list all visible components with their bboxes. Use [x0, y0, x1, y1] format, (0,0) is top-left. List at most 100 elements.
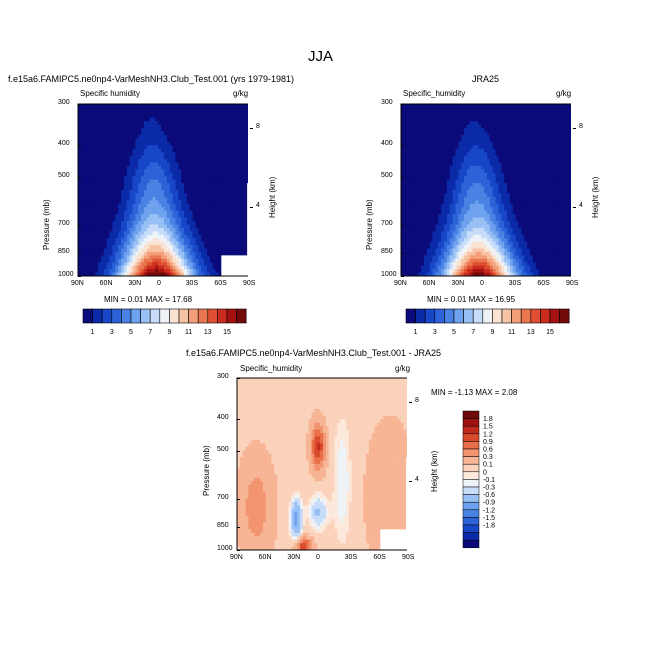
field-cell [155, 234, 159, 239]
field-cell [241, 172, 245, 177]
field-cell [489, 238, 494, 242]
field-cell [126, 262, 130, 267]
field-cell [446, 258, 451, 263]
field-cell [207, 183, 211, 187]
field-cell [195, 214, 199, 218]
field-cell [501, 169, 505, 174]
field-cell [472, 179, 476, 184]
field-cell [446, 138, 451, 143]
field-cell [83, 193, 87, 198]
field-cell [132, 121, 136, 126]
field-cell [504, 269, 508, 273]
field-cell [112, 179, 116, 184]
field-cell [498, 155, 502, 160]
field-cell [458, 245, 462, 249]
field-cell [152, 104, 156, 108]
field-cell [152, 193, 156, 198]
field-cell [181, 134, 185, 139]
field-cell [492, 134, 496, 139]
field-cell [504, 255, 508, 260]
field-cell [135, 231, 139, 236]
field-cell [83, 183, 87, 187]
field-cell [495, 241, 499, 246]
field-cell [461, 155, 465, 160]
field-cell [141, 155, 145, 160]
field-cell [195, 183, 199, 187]
field-cell [189, 258, 194, 263]
field-cell [100, 169, 105, 174]
field-cell [475, 214, 479, 218]
field-cell [126, 169, 130, 174]
field-cell [507, 176, 511, 181]
field-cell [207, 104, 211, 108]
field-cell [212, 241, 216, 246]
field-cell [143, 203, 148, 208]
field-cell [475, 231, 479, 236]
field-cell [143, 227, 148, 232]
field-cell [455, 220, 459, 225]
field-cell [241, 269, 245, 273]
field-cell [498, 193, 502, 198]
field-cell [189, 162, 194, 167]
field-cell [106, 272, 110, 276]
field-cell [492, 155, 496, 160]
field-cell [472, 193, 476, 198]
field-cell [126, 148, 130, 153]
field-cell [103, 186, 108, 191]
field-cell [181, 207, 185, 212]
field-cell [409, 179, 413, 184]
field-cell [215, 200, 219, 205]
field-cell [423, 231, 428, 236]
field-cell [441, 272, 445, 276]
field-cell [472, 155, 476, 160]
field-cell [141, 169, 145, 174]
field-cell [172, 141, 176, 146]
field-cell [475, 155, 479, 160]
field-cell [418, 172, 422, 177]
field-cell [181, 220, 185, 225]
field-cell [103, 245, 108, 249]
field-cell [247, 183, 248, 187]
field-cell [138, 265, 142, 270]
field-cell [201, 245, 205, 249]
field-cell [229, 269, 234, 273]
field-cell [132, 155, 136, 160]
field-cell [212, 179, 216, 184]
field-cell [201, 165, 205, 170]
field-cell [106, 262, 110, 267]
field-cell [235, 238, 239, 242]
field-cell [438, 138, 442, 143]
field-cell [466, 190, 471, 194]
field-cell [184, 128, 188, 132]
field-cell [161, 145, 165, 150]
field-cell [169, 196, 173, 201]
field-cell [143, 165, 148, 170]
field-cell [507, 214, 511, 218]
field-cell [241, 272, 245, 276]
field-cell [501, 110, 505, 115]
field-cell [86, 162, 90, 167]
field-cell [481, 262, 485, 267]
field-cell [112, 152, 116, 156]
field-cell [152, 241, 156, 246]
field-cell [207, 193, 211, 198]
field-cell [504, 162, 508, 167]
field-cell [78, 220, 82, 225]
field-cell [115, 104, 119, 108]
field-cell [403, 245, 408, 249]
field-cell [204, 258, 208, 263]
field-cell [89, 172, 93, 177]
field-cell [435, 107, 439, 112]
field-cell [461, 203, 465, 208]
field-cell [175, 200, 179, 205]
field-cell [507, 203, 511, 208]
field-cell [146, 104, 151, 108]
field-cell [441, 203, 445, 208]
field-cell [232, 196, 237, 201]
field-cell [418, 265, 422, 270]
field-cell [158, 248, 162, 253]
field-cell [227, 110, 231, 115]
field-cell [429, 128, 433, 132]
field-cell [484, 196, 488, 201]
field-cell [209, 262, 214, 267]
